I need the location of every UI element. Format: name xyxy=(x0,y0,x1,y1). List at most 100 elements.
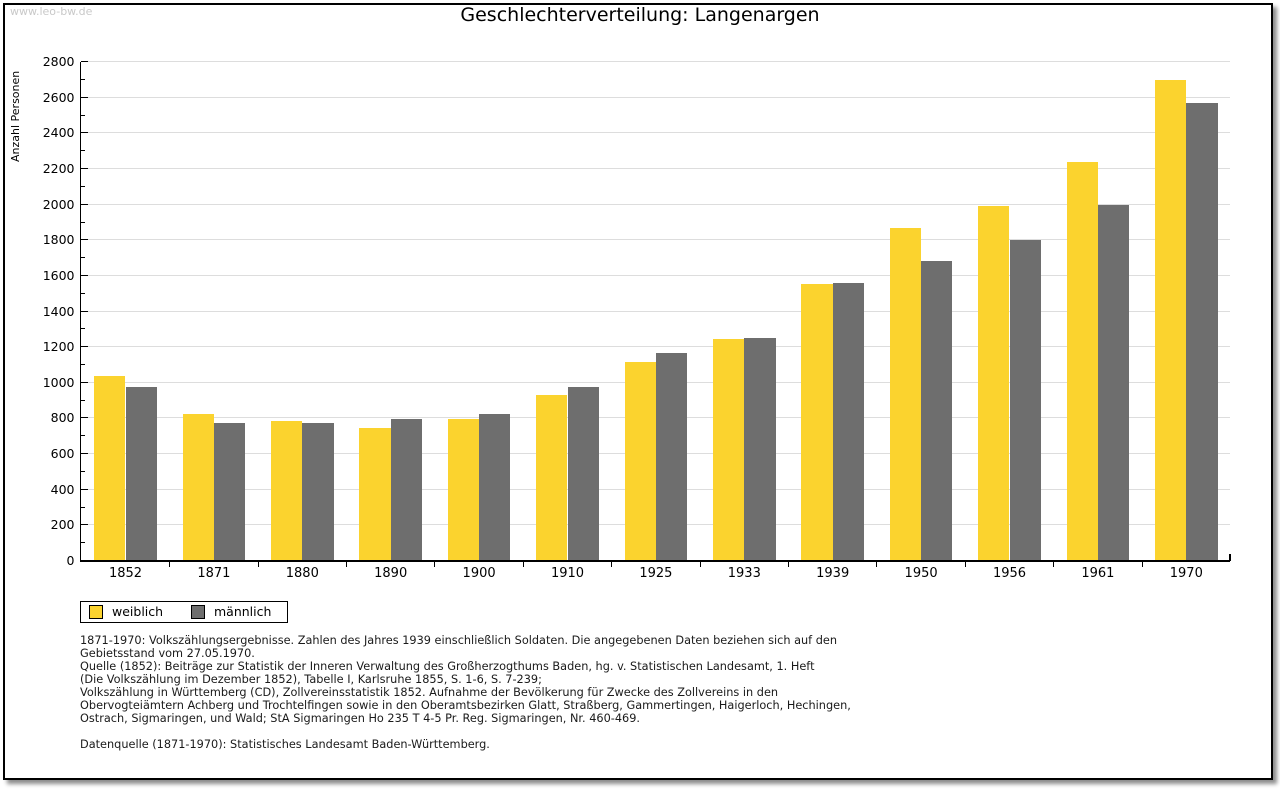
x-boundary-tick xyxy=(169,560,171,567)
footnote-line: (Die Volkszählung im Dezember 1852), Tab… xyxy=(80,673,542,686)
y-minor-tick xyxy=(80,399,85,401)
bar-maennlich-1933 xyxy=(744,337,776,561)
y-gridline xyxy=(80,203,1230,205)
bar-weiblich-1880 xyxy=(270,420,303,561)
x-boundary-tick xyxy=(1141,560,1143,567)
legend-label-weiblich: weiblich xyxy=(112,604,164,619)
y-minor-tick xyxy=(80,257,85,259)
y-axis xyxy=(79,61,81,562)
bar-weiblich-1956 xyxy=(978,205,1010,561)
legend-swatch-maennlich xyxy=(191,605,205,619)
y-minor-tick xyxy=(80,185,85,187)
y-major-tick xyxy=(80,274,88,276)
y-axis-label: Anzahl Personen xyxy=(9,70,22,162)
bar-maennlich-1910 xyxy=(567,386,599,561)
bar-weiblich-1961 xyxy=(1066,162,1098,561)
bar-weiblich-1852 xyxy=(94,376,126,561)
y-tick-label: 2400 xyxy=(42,125,75,141)
bar-weiblich-1925 xyxy=(624,361,656,561)
x-axis-end-cap xyxy=(1229,553,1231,561)
x-tick-label: 1970 xyxy=(1169,566,1203,581)
y-major-tick xyxy=(80,346,88,348)
y-tick-label: 600 xyxy=(50,446,75,462)
y-major-tick xyxy=(80,310,88,312)
x-tick-label: 1939 xyxy=(816,566,850,581)
x-tick-label: 1871 xyxy=(197,566,231,581)
chart-title: Geschlechterverteilung: Langenargen xyxy=(460,4,820,26)
y-gridline xyxy=(80,310,1230,312)
y-gridline xyxy=(80,239,1230,241)
x-boundary-tick xyxy=(876,560,878,567)
y-major-tick xyxy=(80,524,88,526)
y-tick-label: 2600 xyxy=(42,89,75,105)
x-tick-label: 1925 xyxy=(639,566,673,581)
footnote-line: Datenquelle (1871-1970): Statistisches L… xyxy=(80,738,490,751)
bar-maennlich-1871 xyxy=(213,423,246,561)
footnote-line: Obervogteiämtern Achberg und Trochtelfin… xyxy=(80,699,851,712)
y-tick-label: 2800 xyxy=(42,54,75,70)
y-tick-label: 1200 xyxy=(42,339,75,355)
y-major-tick xyxy=(80,96,88,98)
bar-weiblich-1950 xyxy=(889,228,922,561)
y-major-tick xyxy=(80,381,88,383)
bar-maennlich-1956 xyxy=(1009,239,1041,561)
y-major-tick xyxy=(80,132,88,134)
x-boundary-tick xyxy=(346,560,347,567)
y-tick-label: 2200 xyxy=(42,161,75,177)
footnote-line: Ostrach, Sigmaringen, und Wald; StA Sigm… xyxy=(80,712,641,725)
watermark: www.leo-bw.de xyxy=(10,5,93,18)
x-tick-label: 1910 xyxy=(550,566,585,581)
x-boundary-tick xyxy=(699,560,701,567)
y-gridline xyxy=(80,132,1230,134)
bar-maennlich-1890 xyxy=(390,418,423,561)
x-tick-label: 1900 xyxy=(462,566,496,581)
legend-label-maennlich: männlich xyxy=(214,604,272,619)
y-gridline xyxy=(80,168,1230,170)
x-tick-label: 1933 xyxy=(727,566,761,581)
x-boundary-tick xyxy=(522,560,524,567)
footnote-line xyxy=(80,725,851,738)
y-tick-label: 1400 xyxy=(42,303,75,319)
footnote-line: Volkszählung in Württemberg (CD), Zollve… xyxy=(80,686,779,699)
bar-weiblich-1871 xyxy=(182,413,214,561)
legend: weiblich männlich xyxy=(80,601,288,623)
y-minor-tick xyxy=(80,470,85,472)
x-boundary-tick xyxy=(257,560,259,567)
bar-maennlich-1925 xyxy=(655,352,688,561)
y-tick-label: 1600 xyxy=(42,267,75,283)
y-major-tick xyxy=(80,417,88,419)
footnote-line: Quelle (1852): Beiträge zur Statistik de… xyxy=(80,660,815,673)
bar-weiblich-1939 xyxy=(801,284,833,561)
bar-weiblich-1933 xyxy=(712,338,745,561)
x-boundary-tick xyxy=(964,560,966,567)
legend-swatch-weiblich xyxy=(89,605,103,619)
y-major-tick xyxy=(80,453,88,455)
y-minor-tick xyxy=(80,364,85,366)
y-minor-tick xyxy=(80,292,85,294)
y-tick-label: 1800 xyxy=(42,232,75,248)
x-tick-label: 1961 xyxy=(1081,566,1115,581)
x-boundary-tick xyxy=(1053,560,1055,567)
bar-weiblich-1900 xyxy=(447,418,480,561)
bar-maennlich-1939 xyxy=(832,282,865,561)
bar-maennlich-1950 xyxy=(921,261,953,561)
y-tick-label: 200 xyxy=(50,517,75,533)
bar-weiblich-1970 xyxy=(1154,79,1187,561)
y-tick-label: 0 xyxy=(66,553,75,568)
y-minor-tick xyxy=(80,79,85,80)
footnote-line: Gebietsstand vom 27.05.1970. xyxy=(80,647,255,660)
x-tick-label: 1956 xyxy=(992,566,1027,581)
x-tick-label: 1880 xyxy=(285,566,319,581)
y-minor-tick xyxy=(80,221,85,223)
bar-maennlich-1852 xyxy=(125,386,157,561)
y-tick-label: 2000 xyxy=(42,196,75,212)
bar-weiblich-1910 xyxy=(536,394,568,561)
x-boundary-tick xyxy=(788,560,789,567)
x-axis xyxy=(79,560,1230,562)
x-boundary-tick xyxy=(434,560,436,567)
bar-maennlich-1970 xyxy=(1186,102,1218,561)
y-major-tick xyxy=(80,239,88,241)
y-major-tick xyxy=(80,168,88,170)
y-gridline xyxy=(80,274,1230,276)
